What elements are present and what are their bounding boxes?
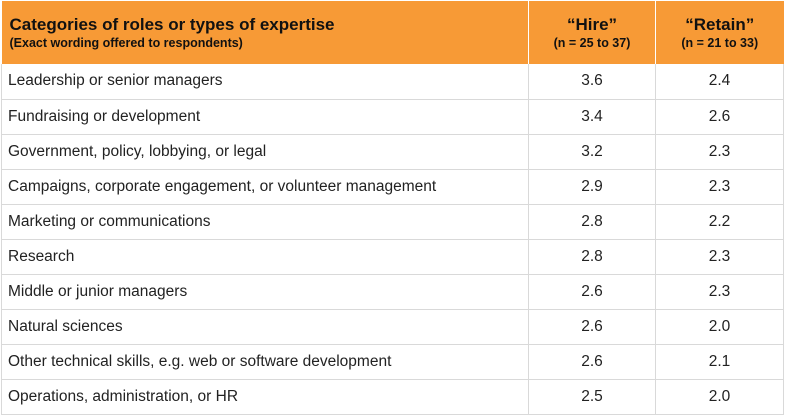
hire-cell: 2.6 bbox=[528, 274, 656, 310]
header-category: Categories of roles or types of expertis… bbox=[1, 1, 529, 64]
retain-cell: 2.4 bbox=[655, 64, 784, 100]
category-cell: Middle or junior managers bbox=[1, 274, 529, 310]
hire-cell: 2.8 bbox=[528, 204, 656, 240]
category-cell: Other technical skills, e.g. web or soft… bbox=[1, 344, 529, 380]
table-body: Leadership or senior managers 3.6 2.4 Fu… bbox=[1, 64, 784, 415]
retain-cell: 2.2 bbox=[655, 204, 784, 240]
header-retain-subtitle: (n = 21 to 33) bbox=[681, 35, 759, 50]
hire-cell: 3.4 bbox=[528, 99, 656, 135]
table-row: Natural sciences 2.6 2.0 bbox=[1, 309, 784, 345]
table-header: Categories of roles or types of expertis… bbox=[1, 1, 784, 64]
table-row: Marketing or communications 2.8 2.2 bbox=[1, 204, 784, 240]
hire-cell: 2.6 bbox=[528, 309, 656, 345]
category-cell: Marketing or communications bbox=[1, 204, 529, 240]
retain-cell: 2.1 bbox=[655, 344, 784, 380]
table-row: Leadership or senior managers 3.6 2.4 bbox=[1, 64, 784, 100]
category-cell: Leadership or senior managers bbox=[1, 64, 529, 100]
retain-cell: 2.3 bbox=[655, 134, 784, 170]
header-hire-title: “Hire” bbox=[566, 14, 618, 34]
header-row: Categories of roles or types of expertis… bbox=[1, 1, 784, 64]
hire-cell: 2.9 bbox=[528, 169, 656, 205]
retain-cell: 2.3 bbox=[655, 274, 784, 310]
hire-cell: 2.6 bbox=[528, 344, 656, 380]
hire-cell: 2.8 bbox=[528, 239, 656, 275]
table-row: Operations, administration, or HR 2.5 2.… bbox=[1, 379, 784, 415]
retain-cell: 2.3 bbox=[655, 169, 784, 205]
retain-cell: 2.3 bbox=[655, 239, 784, 275]
header-retain-title: “Retain” bbox=[685, 14, 755, 34]
header-hire-subtitle: (n = 25 to 37) bbox=[553, 35, 631, 50]
hire-cell: 3.2 bbox=[528, 134, 656, 170]
retain-cell: 2.0 bbox=[655, 309, 784, 345]
table-row: Fundraising or development 3.4 2.6 bbox=[1, 99, 784, 135]
table-row: Government, policy, lobbying, or legal 3… bbox=[1, 134, 784, 170]
table-row: Research 2.8 2.3 bbox=[1, 239, 784, 275]
header-category-subtitle: (Exact wording offered to respondents) bbox=[9, 35, 243, 50]
hire-cell: 2.5 bbox=[528, 379, 656, 415]
hire-cell: 3.6 bbox=[528, 64, 656, 100]
category-cell: Research bbox=[1, 239, 529, 275]
header-hire: “Hire” (n = 25 to 37) bbox=[528, 1, 656, 64]
table-row: Campaigns, corporate engagement, or volu… bbox=[1, 169, 784, 205]
category-cell: Government, policy, lobbying, or legal bbox=[1, 134, 529, 170]
category-cell: Operations, administration, or HR bbox=[1, 379, 529, 415]
header-retain: “Retain” (n = 21 to 33) bbox=[655, 1, 784, 64]
retain-cell: 2.6 bbox=[655, 99, 784, 135]
table-row: Other technical skills, e.g. web or soft… bbox=[1, 344, 784, 380]
category-cell: Fundraising or development bbox=[1, 99, 529, 135]
retain-cell: 2.0 bbox=[655, 379, 784, 415]
category-cell: Campaigns, corporate engagement, or volu… bbox=[1, 169, 529, 205]
table-row: Middle or junior managers 2.6 2.3 bbox=[1, 274, 784, 310]
header-category-title: Categories of roles or types of expertis… bbox=[9, 14, 335, 34]
category-cell: Natural sciences bbox=[1, 309, 529, 345]
